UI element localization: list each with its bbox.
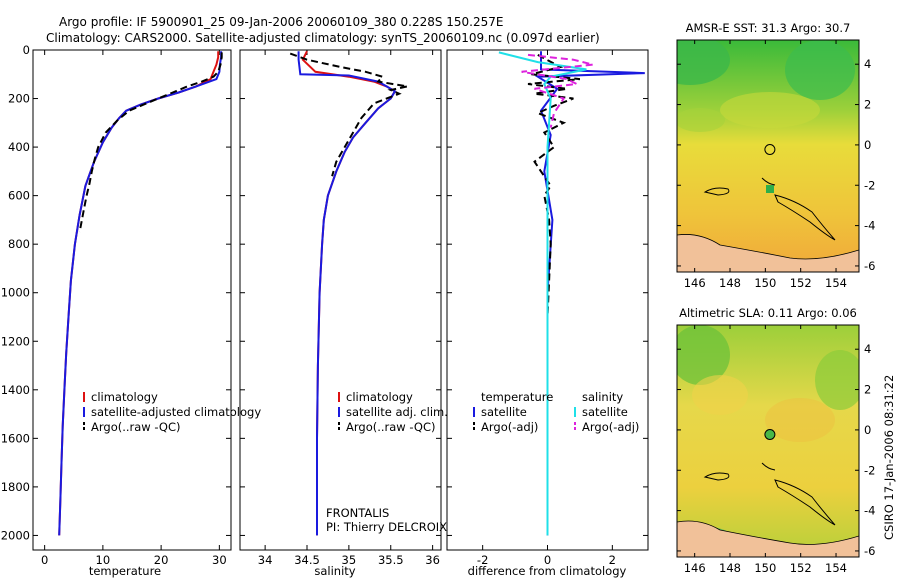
sst-argo-position-marker — [764, 144, 776, 156]
sla-land-coast — [677, 520, 859, 557]
difference-panel: -2 0 2 difference from climatology tempera… — [446, 49, 649, 578]
y-tick-label: 1600 — [1, 431, 30, 445]
map-x-tick-label: 146 — [684, 276, 706, 290]
figure-title: Argo profile: IF 5900901_25 09-Jan-2006 … — [59, 15, 504, 29]
sst-land-coast — [677, 234, 859, 272]
salinity-panel: 34 34.5 35 35.5 36 salinity climatologysatel… — [239, 49, 448, 578]
sst-map-panel: AMSR-E SST: 31.3 Argo: 30.7 146 148 150 152… — [676, 21, 875, 290]
sla-map-panel: Altimetric SLA: 0.11 Argo: 0.06 146 148 15… — [676, 306, 875, 575]
map-x-tick-label: 146 — [684, 561, 706, 575]
x-tick-label: -2 — [477, 553, 488, 567]
map-x-tick-label: 154 — [825, 561, 847, 575]
x-tick-label: 35 — [342, 553, 357, 567]
figure-subtitle: Climatology: CARS2000. Satellite-adjuste… — [46, 31, 600, 45]
map-y-tick-label: 2 — [864, 98, 871, 112]
series-line-1 — [527, 54, 580, 318]
salinity-xlabel: salinity — [314, 564, 355, 578]
map-x-tick-label: 148 — [719, 561, 741, 575]
legend-climatology-label: climatology — [346, 390, 413, 404]
series-line-2 — [78, 52, 223, 233]
y-tick-label: 1200 — [1, 334, 30, 348]
legend-heading-temperature: temperature — [481, 390, 553, 404]
map-y-tick-label: 0 — [864, 138, 871, 152]
y-tick-label: 1000 — [1, 286, 30, 300]
temperature-axes-frame — [32, 49, 232, 551]
x-tick-label: 10 — [96, 553, 111, 567]
temperature-panel: 0 10 20 30 0 200 400 600 800 1000 1200 1400 1600 1800… — [1, 43, 262, 578]
map-y-tick-label: -6 — [864, 259, 875, 273]
x-tick-label: 20 — [154, 553, 169, 567]
x-tick-label: 36 — [425, 553, 440, 567]
map-y-tick-label: -2 — [864, 178, 875, 192]
map-y-tick-label: -4 — [864, 219, 875, 233]
series-line-1 — [58, 51, 223, 536]
map-y-tick-label: 4 — [864, 57, 871, 71]
legend-heading-salinity: salinity — [582, 390, 623, 404]
x-tick-label: 30 — [212, 553, 227, 567]
map-y-tick-label: 4 — [864, 342, 871, 356]
series-line-0 — [534, 51, 645, 536]
legend-satellite-label: satellite-adjusted climatology — [91, 405, 261, 419]
legend-satellite-label: satellite adj. clim. — [346, 405, 448, 419]
map-y-tick-label: -6 — [864, 544, 875, 558]
legend-s-argo-label: Argo(-adj) — [582, 420, 639, 434]
x-tick-label: 34.5 — [294, 553, 320, 567]
map-x-tick-label: 150 — [754, 561, 776, 575]
y-tick-label: 1800 — [1, 480, 30, 494]
legend-argo-label: Argo(..raw -QC) — [91, 420, 181, 434]
series-line-2 — [289, 52, 408, 177]
y-tick-label: 1400 — [1, 383, 30, 397]
map-x-tick-label: 148 — [719, 276, 741, 290]
map-x-tick-label: 152 — [790, 561, 812, 575]
x-tick-label: 0 — [41, 553, 48, 567]
series-line-2 — [498, 51, 587, 536]
map-x-tick-label: 154 — [825, 276, 847, 290]
pi-annotation: PI: Thierry DELCROIX — [326, 520, 447, 534]
sla-map-title: Altimetric SLA: 0.11 Argo: 0.06 — [679, 306, 857, 320]
sla-argo-position-marker — [764, 429, 776, 441]
map-y-tick-label: -2 — [864, 463, 875, 477]
y-tick-label: 200 — [8, 92, 30, 106]
x-tick-label: 0 — [544, 553, 551, 567]
map-x-tick-label: 152 — [790, 276, 812, 290]
y-tick-label: 600 — [8, 189, 30, 203]
map-y-tick-label: 0 — [864, 423, 871, 437]
temperature-xlabel: temperature — [89, 564, 161, 578]
map-x-tick-label: 150 — [754, 276, 776, 290]
legend-climatology-label: climatology — [91, 390, 158, 404]
series-line-1 — [297, 51, 397, 536]
difference-legend: temperature salinitysatelliteArgo(-adj)sa… — [473, 390, 639, 434]
series-line-0 — [58, 51, 220, 536]
x-tick-label: 34 — [258, 553, 273, 567]
legend-argo-label: Argo(..raw -QC) — [346, 420, 436, 434]
y-tick-label: 0 — [23, 43, 30, 57]
y-tick-label: 2000 — [1, 528, 30, 542]
x-tick-label: 2 — [609, 553, 616, 567]
series-line-3 — [521, 53, 594, 128]
salinity-axes-frame — [239, 49, 442, 551]
sla-map-frame — [676, 324, 860, 558]
legend-t-satellite-label: satellite — [481, 405, 527, 419]
legend-s-satellite-label: satellite — [582, 405, 628, 419]
y-tick-label: 400 — [8, 140, 30, 154]
sst-map-title: AMSR-E SST: 31.3 Argo: 30.7 — [686, 21, 851, 35]
legend-t-argo-label: Argo(-adj) — [481, 420, 538, 434]
side-stamp: CSIRO 17-Jan-2006 08:31:22 — [882, 375, 896, 540]
project-annotation: FRONTALIS — [326, 506, 389, 520]
difference-xlabel: difference from climatology — [468, 564, 627, 578]
map-y-tick-label: 2 — [864, 383, 871, 397]
map-y-tick-label: -4 — [864, 504, 875, 518]
y-tick-label: 800 — [8, 237, 30, 251]
x-tick-label: 35.5 — [378, 553, 404, 567]
sst-map-frame — [676, 39, 860, 273]
